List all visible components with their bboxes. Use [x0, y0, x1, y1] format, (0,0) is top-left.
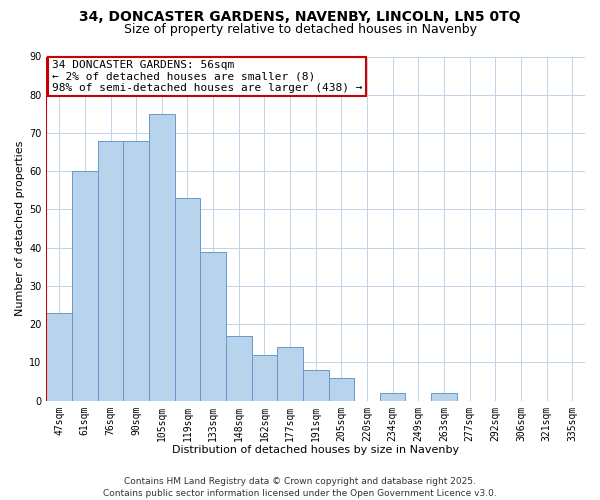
Bar — [175, 198, 200, 400]
Y-axis label: Number of detached properties: Number of detached properties — [15, 141, 25, 316]
X-axis label: Distribution of detached houses by size in Navenby: Distribution of detached houses by size … — [172, 445, 459, 455]
Bar — [46, 313, 72, 400]
Bar — [329, 378, 354, 400]
Text: 34 DONCASTER GARDENS: 56sqm
← 2% of detached houses are smaller (8)
98% of semi-: 34 DONCASTER GARDENS: 56sqm ← 2% of deta… — [52, 60, 362, 93]
Bar — [98, 140, 124, 400]
Text: Size of property relative to detached houses in Navenby: Size of property relative to detached ho… — [124, 22, 476, 36]
Bar — [380, 393, 406, 400]
Bar — [303, 370, 329, 400]
Bar — [251, 355, 277, 401]
Bar — [124, 140, 149, 400]
Text: 34, DONCASTER GARDENS, NAVENBY, LINCOLN, LN5 0TQ: 34, DONCASTER GARDENS, NAVENBY, LINCOLN,… — [79, 10, 521, 24]
Bar — [277, 347, 303, 401]
Text: Contains HM Land Registry data © Crown copyright and database right 2025.
Contai: Contains HM Land Registry data © Crown c… — [103, 476, 497, 498]
Bar — [431, 393, 457, 400]
Bar — [226, 336, 251, 400]
Bar — [149, 114, 175, 401]
Bar — [72, 171, 98, 400]
Bar — [200, 252, 226, 400]
